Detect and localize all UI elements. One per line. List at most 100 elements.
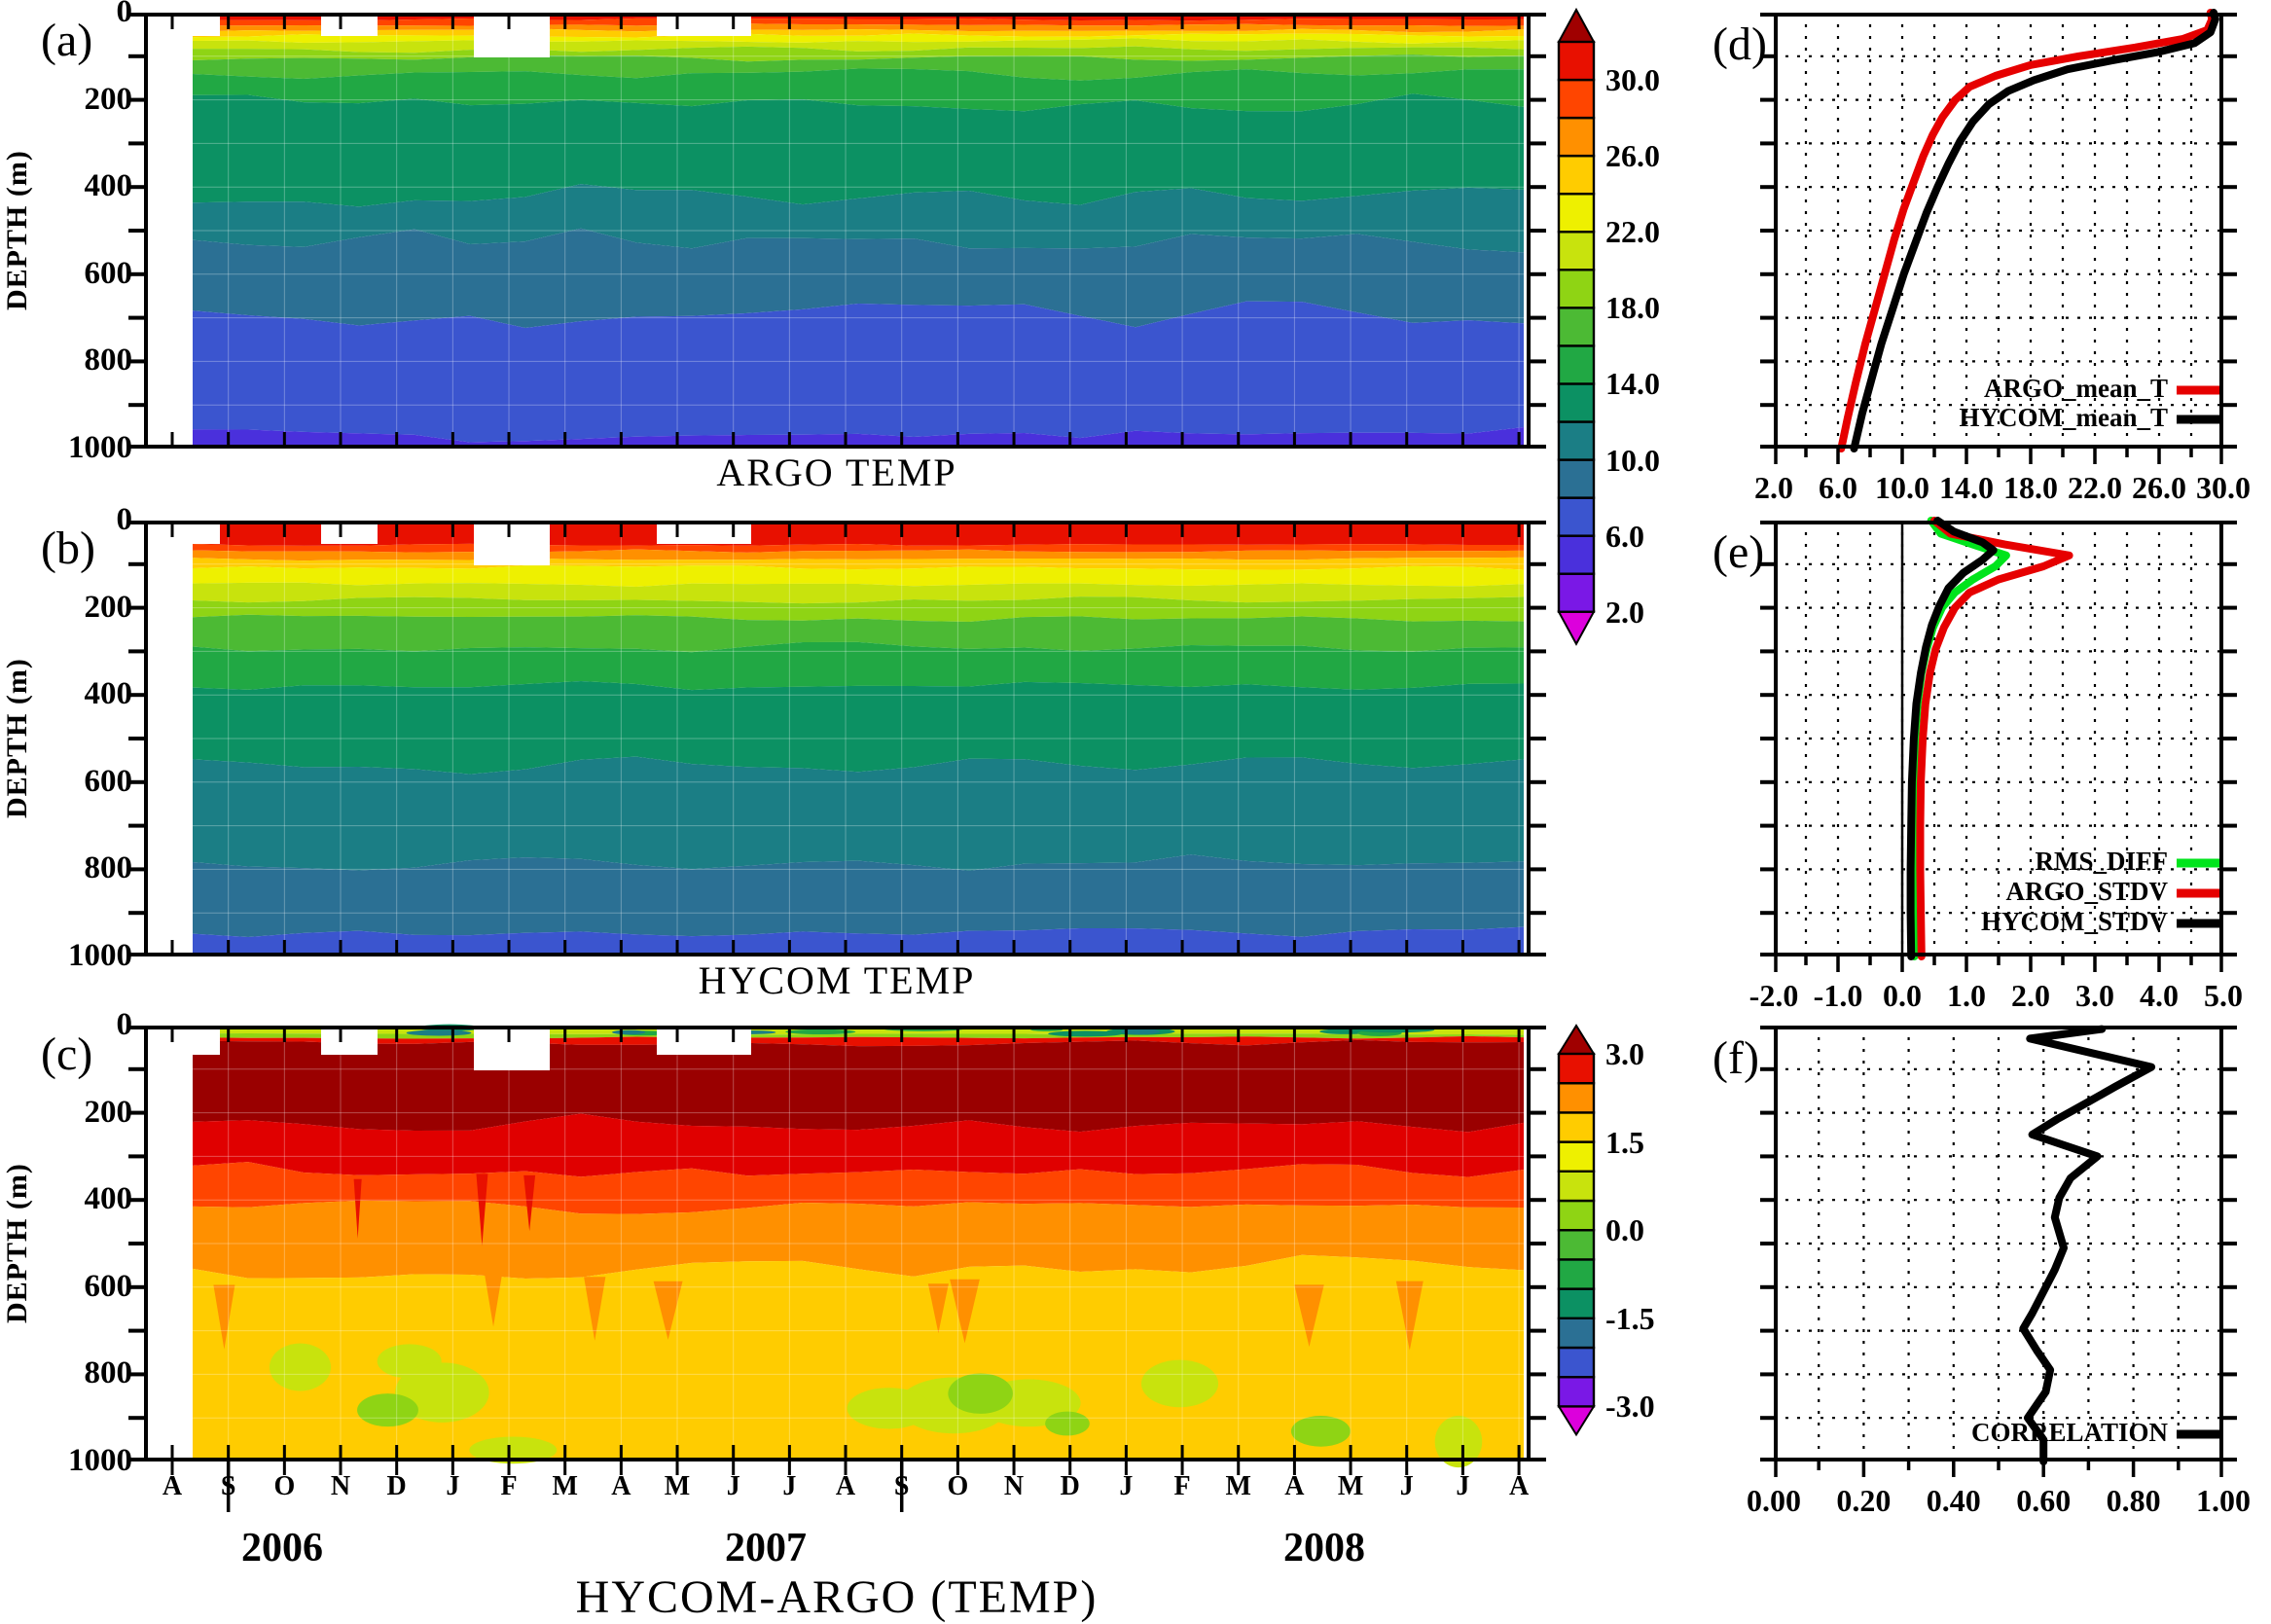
profile-x-tick-label: 2.0 <box>2011 978 2050 1013</box>
month-tick-label: M <box>1337 1471 1364 1501</box>
profile-x-tick-label: 0.80 <box>2106 1483 2161 1518</box>
diff-colorbar-label: 3.0 <box>1605 1036 1644 1071</box>
profile-x-tick-label: 0.20 <box>1836 1483 1892 1518</box>
profile-x-tick-label: 1.00 <box>2196 1483 2251 1518</box>
depth-tick-label: 800 <box>84 850 133 886</box>
year-label-2008: 2008 <box>1283 1526 1365 1570</box>
profile-x-tick-label: 22.0 <box>2068 470 2122 505</box>
profile-panel-correlation: CORRELATION <box>1760 1025 2237 1477</box>
profile-x-tick-label: 6.0 <box>1819 470 1857 505</box>
depth-tick-label: 600 <box>84 763 133 799</box>
profile-x-tick-label: 18.0 <box>2003 470 2058 505</box>
diff-colorbar-label: 0.0 <box>1605 1212 1644 1248</box>
profile-x-tick-label: 0.40 <box>1926 1483 1981 1518</box>
contour-panel-hycom-temp <box>128 521 1546 956</box>
legend-label-hycom_mean_t: HYCOM_mean_T <box>1960 403 2168 432</box>
depth-tick-label: 1000 <box>68 1443 132 1478</box>
month-tick-label: N <box>330 1471 351 1501</box>
depth-tick-label: 1000 <box>68 938 132 973</box>
profile-x-tick-label: 2.0 <box>1754 470 1793 505</box>
profile-x-tick-label: 0.0 <box>1883 978 1922 1013</box>
depth-tick-label: 200 <box>84 1094 133 1130</box>
profile-x-tick-label: 26.0 <box>2132 470 2186 505</box>
month-tick-label: S <box>220 1471 236 1501</box>
month-tick-label: J <box>782 1471 797 1501</box>
contour-panel-hycom-minus-argo <box>128 1024 1546 1512</box>
month-tick-label: J <box>726 1471 740 1501</box>
title-hycom-temp: HYCOM TEMP <box>698 958 976 1002</box>
profile-x-tick-label: 4.0 <box>2140 978 2179 1013</box>
title-hycom-minus-argo: HYCOM-ARGO (TEMP) <box>575 1571 1099 1623</box>
diff-colorbar-label: 1.5 <box>1605 1124 1644 1160</box>
profile-x-tick-label: 14.0 <box>1939 470 1994 505</box>
month-tick-label: A <box>835 1471 856 1501</box>
panel-label-f: (f) <box>1712 1032 1759 1084</box>
diff-colorbar-label: -3.0 <box>1605 1389 1655 1425</box>
profile-x-tick-label: -2.0 <box>1748 978 1799 1013</box>
profile-x-tick-label: 0.60 <box>2016 1483 2072 1518</box>
diff-colorbar-label: -1.5 <box>1605 1300 1655 1336</box>
profile-x-tick-label: 5.0 <box>2204 978 2243 1013</box>
month-tick-label: D <box>386 1471 407 1501</box>
legend-label-correlation: CORRELATION <box>1971 1418 2169 1447</box>
month-tick-label: J <box>1399 1471 1414 1501</box>
month-tick-label: A <box>611 1471 631 1501</box>
depth-tick-label: 0 <box>116 0 133 29</box>
depth-tick-label: 400 <box>84 1181 133 1217</box>
month-tick-label: J <box>446 1471 460 1501</box>
y-axis-label-c: DEPTH (m) <box>1 1163 33 1323</box>
year-label-2007: 2007 <box>725 1526 807 1570</box>
month-tick-label: M <box>552 1471 578 1501</box>
year-label-2006: 2006 <box>241 1526 323 1570</box>
month-tick-label: J <box>1119 1471 1134 1501</box>
depth-tick-label: 400 <box>84 168 133 204</box>
depth-tick-label: 1000 <box>68 430 132 465</box>
temp-colorbar-label: 2.0 <box>1605 594 1644 630</box>
y-axis-label-b: DEPTH (m) <box>1 658 33 818</box>
depth-tick-label: 0 <box>116 1007 133 1042</box>
month-tick-label: N <box>1003 1471 1025 1501</box>
temp-colorbar-label: 22.0 <box>1605 214 1660 250</box>
legend-label-argo_stdv: ARGO_STDV <box>2005 877 2168 906</box>
panel-label-d: (d) <box>1712 18 1767 70</box>
profile-x-tick-label: 1.0 <box>1947 978 1986 1013</box>
panel-label-e: (e) <box>1712 526 1765 578</box>
colorbar-temperature <box>1557 7 1596 646</box>
month-tick-label: F <box>500 1471 518 1501</box>
legend-label-hycom_stdv: HYCOM_STDV <box>1981 907 2169 936</box>
profile-x-tick-label: 30.0 <box>2196 470 2251 505</box>
legend-label-argo_mean_t: ARGO_mean_T <box>1984 374 2168 403</box>
colorbar-difference <box>1557 1024 1596 1437</box>
depth-tick-label: 800 <box>84 1355 133 1391</box>
month-tick-label: A <box>162 1471 183 1501</box>
depth-tick-label: 600 <box>84 1268 133 1304</box>
temp-colorbar-label: 26.0 <box>1605 138 1660 174</box>
month-tick-label: A <box>1284 1471 1305 1501</box>
month-tick-label: O <box>947 1471 969 1501</box>
temp-colorbar-label: 18.0 <box>1605 290 1660 326</box>
month-tick-label: A <box>1508 1471 1530 1501</box>
profile-x-tick-label: 3.0 <box>2075 978 2114 1013</box>
y-axis-label-a: DEPTH (m) <box>1 150 33 310</box>
panel-label-c: (c) <box>41 1029 93 1080</box>
depth-tick-label: 200 <box>84 589 133 625</box>
profile-x-tick-label: 10.0 <box>1875 470 1929 505</box>
panel-label-a: (a) <box>41 15 93 66</box>
depth-tick-label: 200 <box>84 81 133 117</box>
month-tick-label: M <box>1225 1471 1251 1501</box>
temp-colorbar-label: 30.0 <box>1605 62 1660 98</box>
depth-tick-label: 0 <box>116 502 133 537</box>
depth-tick-label: 400 <box>84 676 133 712</box>
temp-colorbar-label: 14.0 <box>1605 366 1660 402</box>
month-tick-label: O <box>273 1471 296 1501</box>
contour-panel-argo-temp <box>128 13 1546 449</box>
profile-x-tick-label: -1.0 <box>1813 978 1863 1013</box>
depth-tick-label: 600 <box>84 255 133 291</box>
temp-colorbar-label: 6.0 <box>1605 518 1644 554</box>
profile-x-tick-label: 0.00 <box>1747 1483 1801 1518</box>
temp-colorbar-label: 10.0 <box>1605 442 1660 478</box>
month-tick-label: J <box>1456 1471 1470 1501</box>
